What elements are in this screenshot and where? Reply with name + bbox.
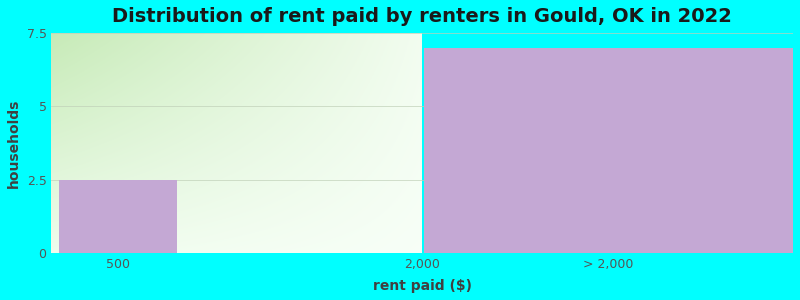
- X-axis label: rent paid ($): rent paid ($): [373, 279, 472, 293]
- Bar: [58, 180, 178, 253]
- Y-axis label: households: households: [7, 98, 21, 188]
- Bar: [424, 48, 793, 253]
- Title: Distribution of rent paid by renters in Gould, OK in 2022: Distribution of rent paid by renters in …: [112, 7, 732, 26]
